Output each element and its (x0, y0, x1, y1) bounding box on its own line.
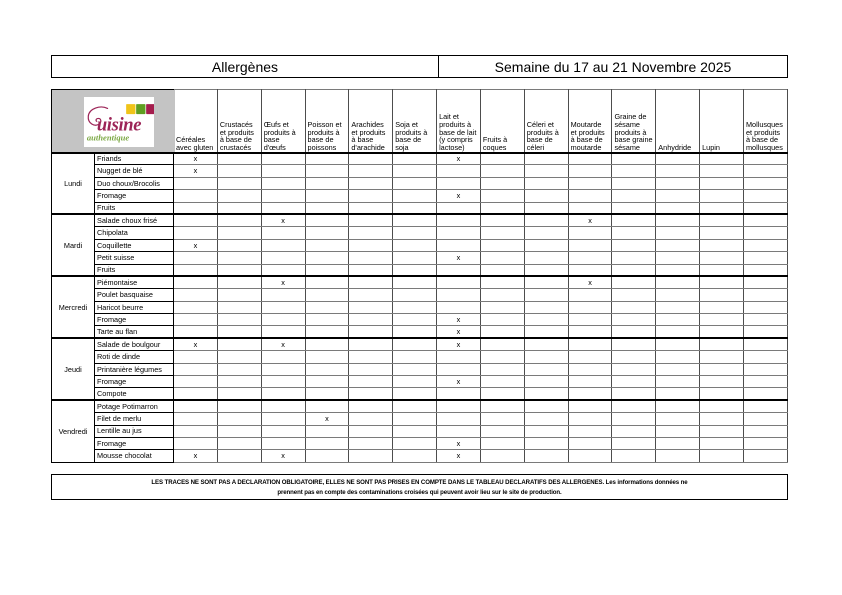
svg-text:authentique: authentique (87, 133, 130, 143)
